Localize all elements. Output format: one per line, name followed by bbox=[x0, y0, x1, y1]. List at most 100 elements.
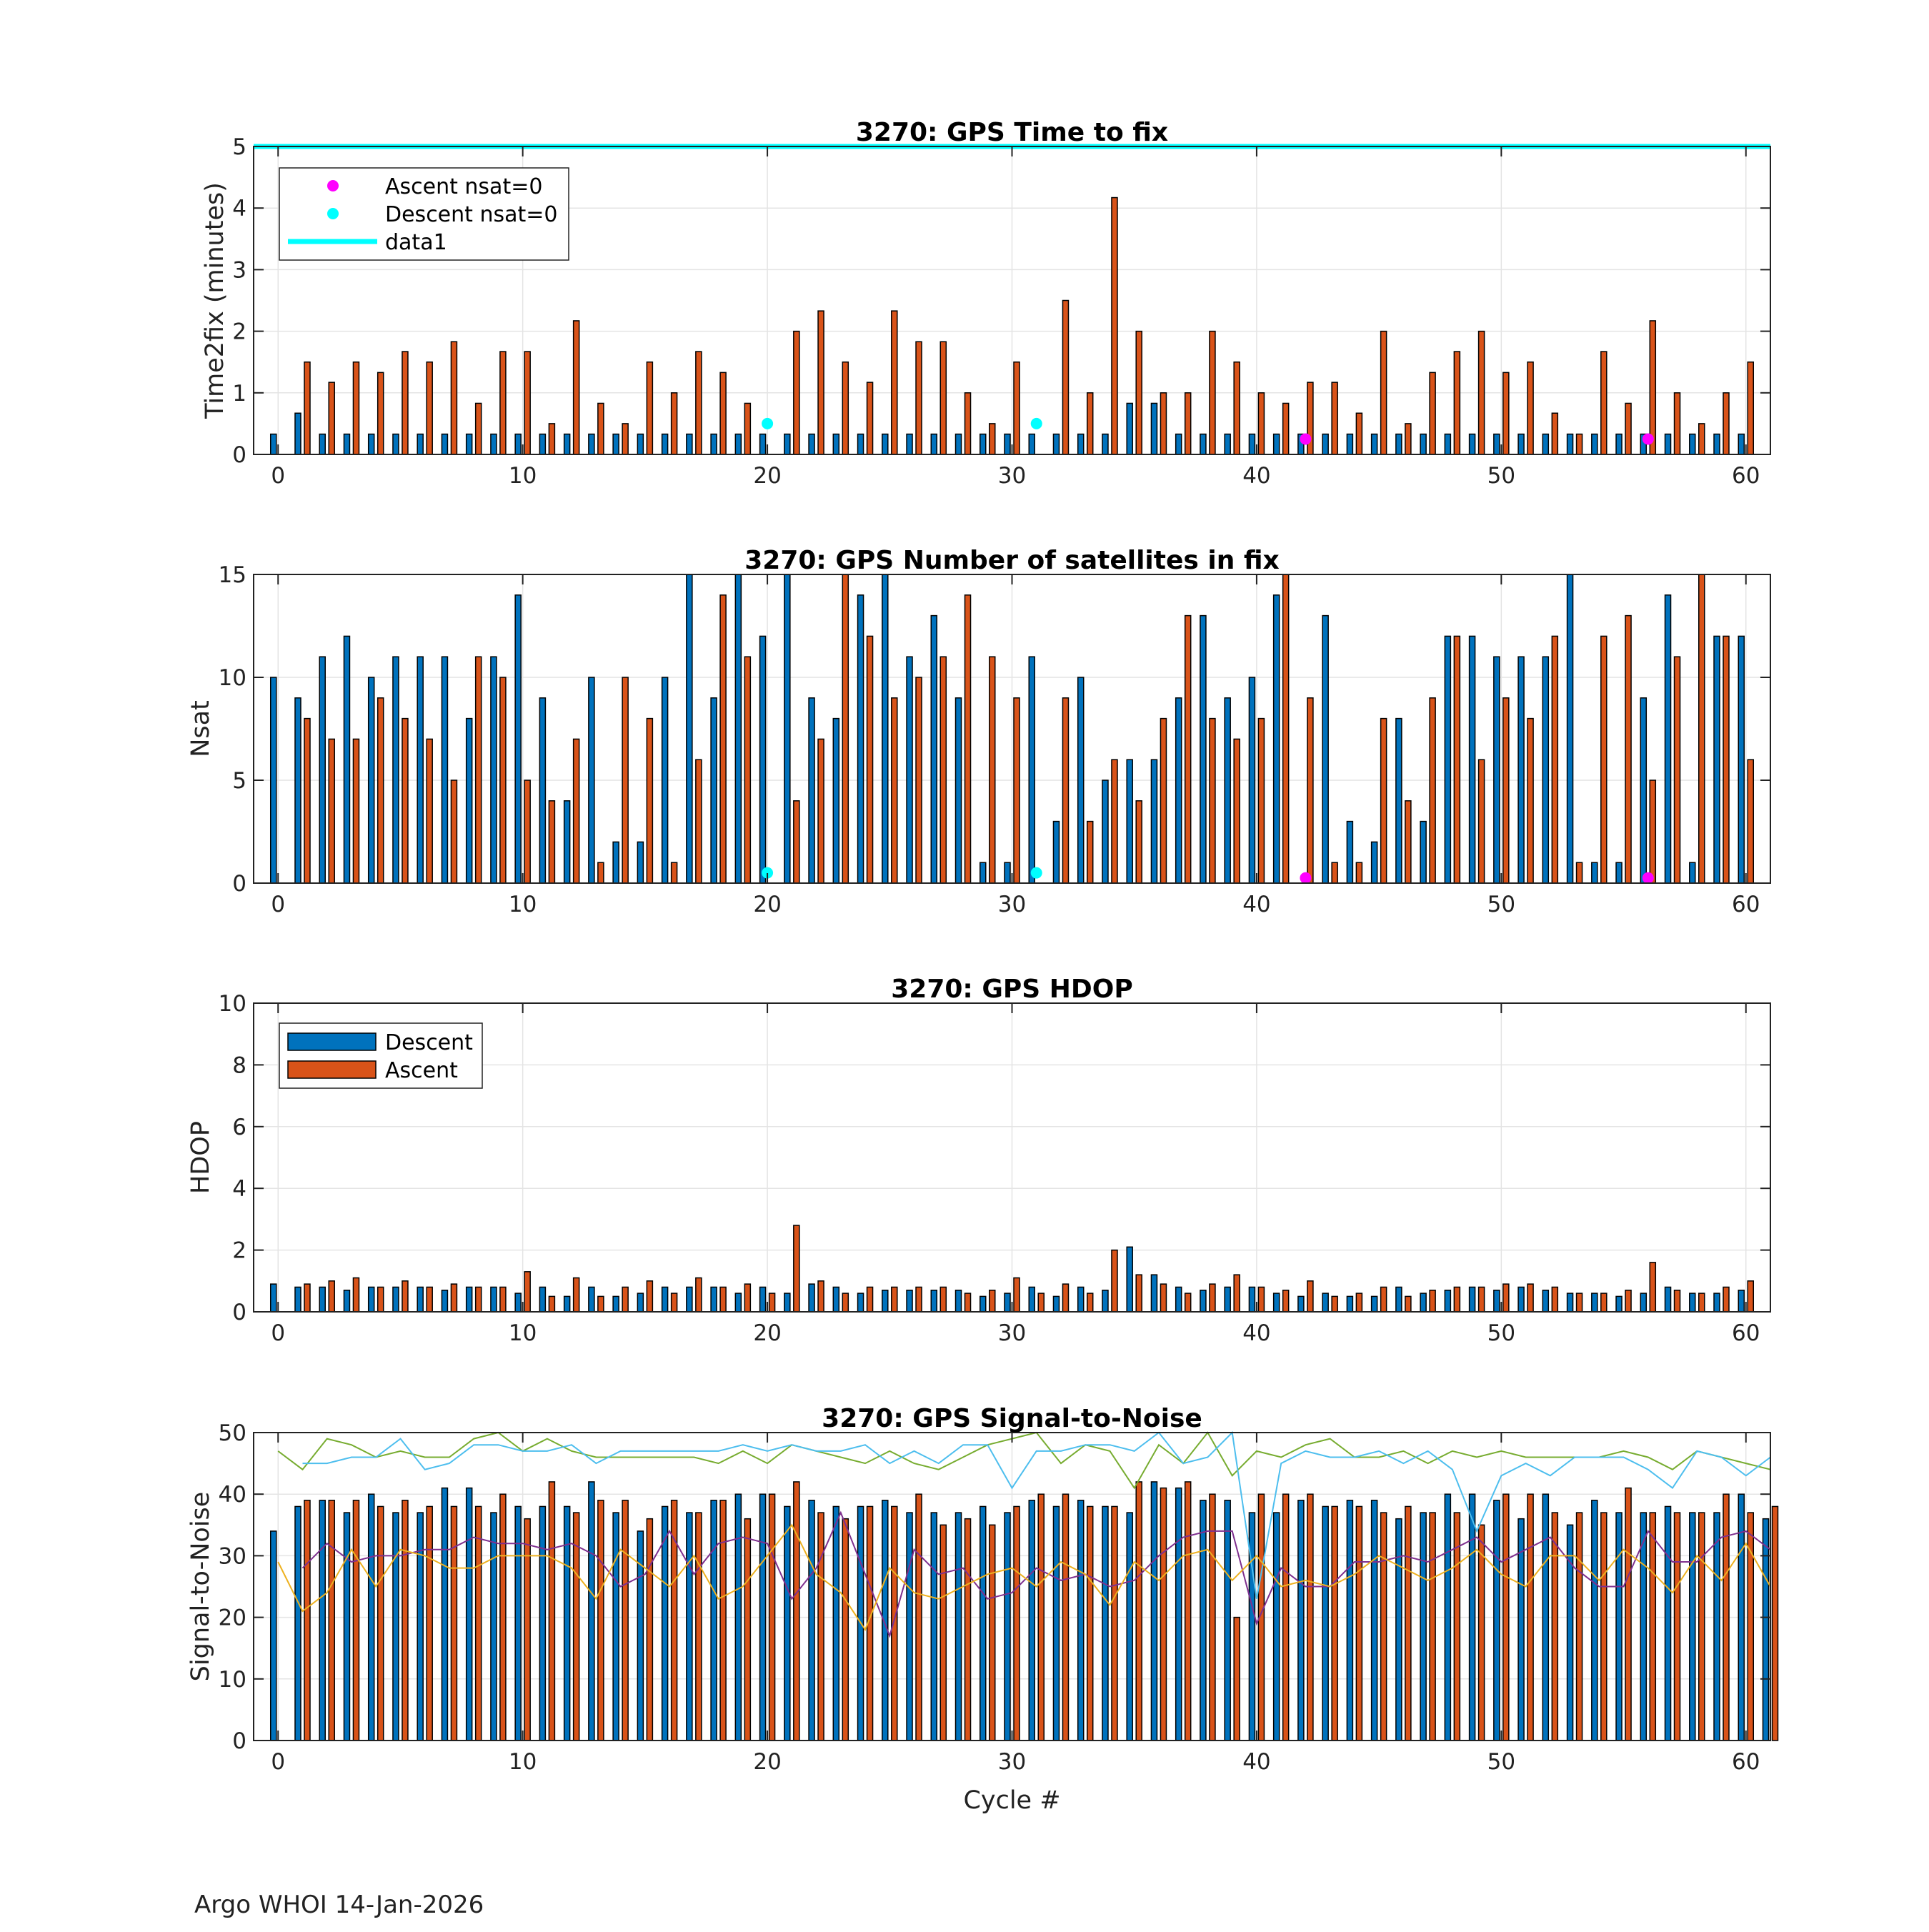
bar-ascent bbox=[1502, 1283, 1510, 1313]
bar-descent bbox=[1322, 614, 1329, 884]
bar-ascent bbox=[1723, 1286, 1730, 1313]
bar-descent bbox=[1542, 1493, 1550, 1741]
bar-ascent bbox=[1086, 1293, 1094, 1313]
bar-descent bbox=[637, 841, 644, 884]
bar-ascent bbox=[1527, 361, 1534, 455]
bar-descent bbox=[563, 433, 571, 455]
bar-descent bbox=[269, 1283, 277, 1313]
bar-ascent bbox=[1453, 1286, 1461, 1313]
bar-descent bbox=[563, 1505, 571, 1741]
bar-ascent bbox=[842, 361, 849, 455]
bar-descent bbox=[1346, 1295, 1354, 1313]
chart-panel-1: 0 10 20 30 40 50 60 0 1 2 3 4 5 3270: GPS Time to fix… bbox=[201, 118, 1771, 489]
bar-ascent bbox=[793, 800, 800, 884]
bar-descent bbox=[1542, 433, 1550, 455]
bar-ascent bbox=[450, 1505, 458, 1741]
bar-descent bbox=[514, 433, 522, 455]
bar-descent bbox=[759, 1286, 767, 1313]
bar-ascent bbox=[1380, 1286, 1387, 1313]
y-tick-label: 0 bbox=[232, 1728, 246, 1754]
bar-ascent bbox=[1331, 382, 1338, 455]
bar-descent bbox=[980, 1295, 987, 1313]
bar-ascent bbox=[402, 717, 409, 884]
x-tick-label: 40 bbox=[1242, 1320, 1270, 1346]
bar-ascent bbox=[548, 1481, 556, 1741]
bar-descent bbox=[1517, 433, 1525, 455]
bar-ascent bbox=[1184, 392, 1192, 455]
y-tick-label: 30 bbox=[219, 1543, 246, 1569]
bar-ascent bbox=[793, 1481, 800, 1741]
bar-descent bbox=[1566, 1293, 1574, 1313]
bar-descent bbox=[1517, 656, 1525, 884]
marker-nsat0 bbox=[762, 417, 774, 429]
y-tick-label: 0 bbox=[232, 442, 246, 468]
bar-ascent bbox=[1111, 759, 1118, 884]
bar-ascent bbox=[646, 361, 654, 455]
bar-ascent bbox=[915, 341, 922, 455]
bar-ascent bbox=[939, 1286, 947, 1313]
bar-ascent bbox=[842, 1293, 849, 1313]
x-tick-label: 40 bbox=[1242, 463, 1270, 489]
bar-ascent bbox=[1331, 862, 1338, 884]
bar-descent bbox=[588, 677, 595, 884]
bar-ascent bbox=[1673, 1512, 1681, 1741]
bar-descent bbox=[1175, 697, 1182, 884]
bar-ascent bbox=[964, 1518, 972, 1741]
bar-ascent bbox=[1625, 402, 1632, 455]
bar-descent bbox=[417, 1512, 424, 1741]
marker-nsat0 bbox=[1030, 417, 1042, 429]
bar-ascent bbox=[474, 1286, 482, 1313]
bar-ascent bbox=[1282, 1290, 1290, 1313]
bar-descent bbox=[1175, 433, 1182, 455]
bar-descent bbox=[1420, 820, 1427, 884]
bar-ascent bbox=[450, 780, 458, 884]
bar-ascent bbox=[891, 1286, 898, 1313]
bar-descent bbox=[294, 1505, 301, 1741]
marker-nsat0 bbox=[1030, 867, 1042, 879]
y-tick-label: 4 bbox=[232, 1176, 246, 1202]
bar-descent bbox=[1370, 1295, 1378, 1313]
bar-descent bbox=[1689, 1512, 1696, 1741]
bar-descent bbox=[1028, 1286, 1035, 1313]
y-tick-label: 6 bbox=[232, 1115, 246, 1140]
bar-ascent bbox=[1771, 1505, 1779, 1741]
bar-descent bbox=[294, 1286, 301, 1313]
bar-ascent bbox=[768, 1493, 776, 1741]
bar-ascent bbox=[548, 423, 556, 455]
bar-descent bbox=[1272, 594, 1280, 884]
bar-descent bbox=[906, 433, 913, 455]
bar-descent bbox=[661, 1286, 669, 1313]
bar-descent bbox=[710, 697, 717, 884]
bar-ascent bbox=[1160, 717, 1167, 884]
x-tick-label: 10 bbox=[509, 892, 537, 917]
x-tick-label: 30 bbox=[998, 1320, 1026, 1346]
y-axis-label: Signal-to-Noise bbox=[186, 1492, 215, 1682]
bar-descent bbox=[1248, 1286, 1256, 1313]
bar-descent bbox=[1126, 759, 1133, 884]
bar-descent bbox=[319, 1500, 326, 1741]
bar-descent bbox=[441, 1290, 449, 1313]
bar-ascent bbox=[304, 1283, 311, 1313]
bar-ascent bbox=[1086, 820, 1094, 884]
bar-descent bbox=[1077, 433, 1085, 455]
x-tick-label: 30 bbox=[998, 892, 1026, 917]
bar-ascent bbox=[646, 717, 654, 884]
bar-ascent bbox=[402, 1500, 409, 1741]
bar-descent bbox=[563, 800, 571, 884]
bar-descent bbox=[1052, 1505, 1060, 1741]
x-tick-label: 10 bbox=[509, 463, 537, 489]
bar-descent bbox=[1052, 433, 1060, 455]
bar-descent bbox=[490, 433, 497, 455]
bar-ascent bbox=[1429, 697, 1436, 884]
bar-descent bbox=[784, 1505, 791, 1741]
bar-descent bbox=[637, 433, 644, 455]
bar-descent bbox=[930, 614, 938, 884]
bar-descent bbox=[1713, 433, 1720, 455]
bar-ascent bbox=[793, 330, 800, 455]
chart-title: 3270: GPS Signal-to-Noise bbox=[822, 1404, 1202, 1433]
y-tick-label: 3 bbox=[232, 257, 246, 283]
x-tick-label: 50 bbox=[1487, 1320, 1515, 1346]
bar-descent bbox=[1052, 820, 1060, 884]
bar-descent bbox=[954, 1512, 962, 1741]
bar-descent bbox=[367, 433, 375, 455]
